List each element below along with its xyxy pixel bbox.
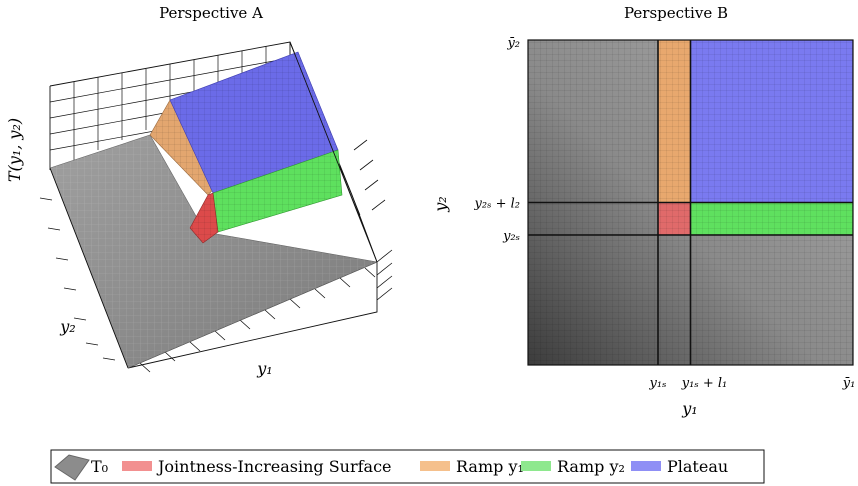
box-front-edges	[49, 41, 378, 369]
heatmap-threshold-lines	[528, 40, 853, 365]
xlabel-b: y₁	[681, 399, 697, 418]
title-perspective-b: Perspective B	[624, 4, 728, 22]
legend: T₀ Jointness-Increasing Surface Ramp y₁ Ram…	[50, 449, 765, 484]
legend-label-4: Plateau	[667, 457, 728, 476]
xlabel-a: y₁	[256, 359, 272, 378]
legend-swatch-3	[521, 461, 551, 471]
legend-swatch-t0	[54, 454, 90, 481]
legend-label-t0: T₀	[91, 457, 108, 476]
legend-swatch-1	[122, 461, 152, 471]
y-tick-y2s: y₂ₛ	[502, 229, 520, 244]
surface-t0-mesh	[50, 135, 377, 368]
surface-jointness-mesh	[190, 193, 218, 243]
x-tick-y1-bar: ȳ₁	[842, 376, 856, 391]
panel-perspective-b: Perspective B y₁ₛ y₁ₛ + l₁ ȳ₁ ȳ₂ y₂ₛ + l…	[431, 4, 855, 418]
x-tick-y1s: y₁ₛ	[649, 376, 667, 391]
legend-swatch-4	[631, 461, 661, 471]
legend-swatch-2	[420, 461, 450, 471]
surface-ramp-y2-mesh	[213, 150, 342, 232]
ylabel-b: y₂	[431, 196, 450, 212]
title-perspective-a: Perspective A	[159, 4, 263, 22]
ylabel-a: y₂	[59, 317, 75, 336]
legend-label-3: Ramp y₂	[557, 457, 625, 476]
y-tick-y2-bar: ȳ₂	[506, 36, 520, 51]
x-tick-y1s-plus-l1: y₁ₛ + l₁	[681, 376, 727, 391]
surface-plateau-mesh	[170, 52, 338, 193]
box-floor-ticks	[139, 139, 393, 373]
legend-label-1: Jointness-Increasing Surface	[156, 457, 392, 476]
legend-label-2: Ramp y₁	[456, 457, 524, 476]
box-left-ticks	[39, 197, 116, 361]
y-tick-labels-b: ȳ₂ y₂ₛ + l₂ y₂ₛ	[474, 36, 520, 244]
zlabel-a: T(y₁, y₂)	[5, 118, 24, 182]
panel-perspective-a: Perspective A T(y₁, y₂)	[5, 4, 393, 378]
y-tick-y2s-plus-l2: y₂ₛ + l₂	[474, 197, 520, 212]
x-tick-labels-b: y₁ₛ y₁ₛ + l₁ ȳ₁	[649, 376, 856, 391]
